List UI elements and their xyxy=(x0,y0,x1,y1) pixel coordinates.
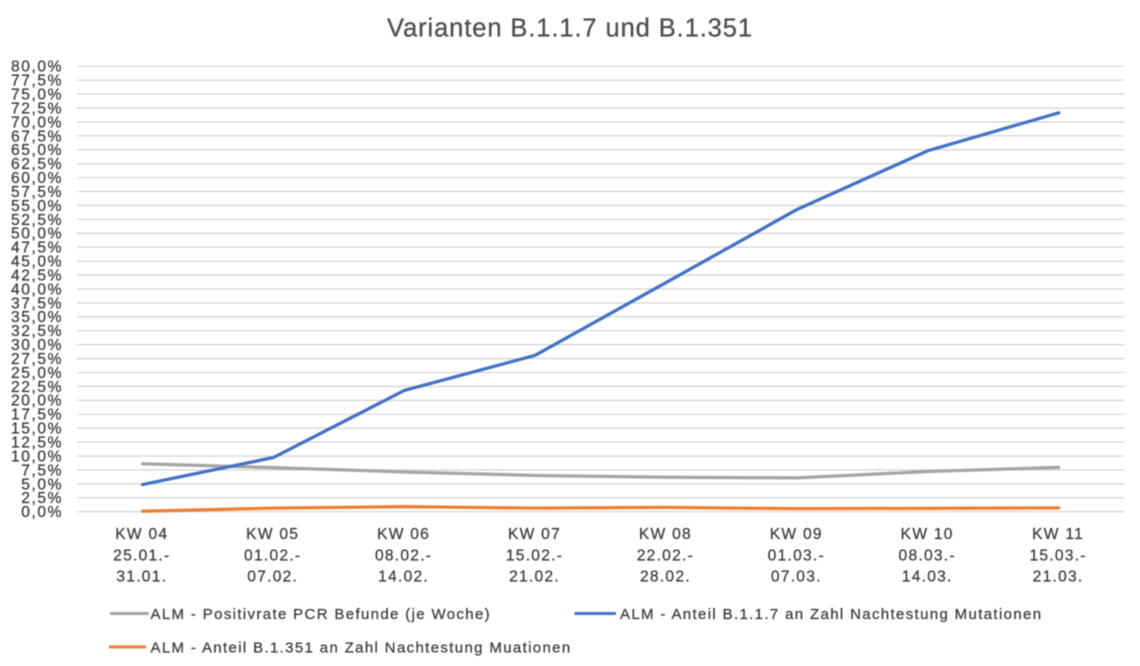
svg-text:22.02.-: 22.02.- xyxy=(637,547,694,564)
svg-text:21.02.: 21.02. xyxy=(509,568,560,585)
svg-text:7,5%: 7,5% xyxy=(21,462,63,479)
svg-text:0,0%: 0,0% xyxy=(21,504,63,521)
svg-text:50,0%: 50,0% xyxy=(11,226,63,243)
svg-text:55,0%: 55,0% xyxy=(11,198,63,215)
svg-text:ALM - Anteil B.1.351 an Zahl N: ALM - Anteil B.1.351 an Zahl Nachtestung… xyxy=(151,639,572,656)
svg-text:15,0%: 15,0% xyxy=(11,421,63,438)
svg-text:12,5%: 12,5% xyxy=(11,435,63,452)
svg-text:20,0%: 20,0% xyxy=(11,393,63,410)
svg-text:32,5%: 32,5% xyxy=(11,323,63,340)
svg-text:60,0%: 60,0% xyxy=(11,170,63,187)
svg-text:08.03.-: 08.03.- xyxy=(899,547,956,564)
svg-text:15.02.-: 15.02.- xyxy=(506,547,563,564)
svg-text:KW 09: KW 09 xyxy=(770,526,823,543)
svg-text:15.03.-: 15.03.- xyxy=(1029,547,1086,564)
svg-text:72,5%: 72,5% xyxy=(11,100,63,117)
svg-text:Varianten B.1.1.7 und B.1.351: Varianten B.1.1.7 und B.1.351 xyxy=(387,15,753,43)
svg-text:67,5%: 67,5% xyxy=(11,128,63,145)
svg-text:75,0%: 75,0% xyxy=(11,87,63,104)
svg-text:2,5%: 2,5% xyxy=(21,490,63,507)
svg-text:65,0%: 65,0% xyxy=(11,142,63,159)
svg-text:80,0%: 80,0% xyxy=(11,59,63,76)
svg-text:07.03.: 07.03. xyxy=(771,568,822,585)
svg-text:25.01.-: 25.01.- xyxy=(113,547,170,564)
svg-text:21.03.: 21.03. xyxy=(1033,568,1084,585)
svg-text:01.03.-: 01.03.- xyxy=(768,547,825,564)
svg-text:KW 06: KW 06 xyxy=(377,526,430,543)
svg-text:37,5%: 37,5% xyxy=(11,295,63,312)
svg-text:KW 04: KW 04 xyxy=(115,526,168,543)
svg-text:62,5%: 62,5% xyxy=(11,156,63,173)
svg-text:KW 10: KW 10 xyxy=(901,526,954,543)
svg-text:27,5%: 27,5% xyxy=(11,351,63,368)
svg-text:57,5%: 57,5% xyxy=(11,184,63,201)
svg-text:ALM - Anteil B.1.1.7 an Zahl N: ALM - Anteil B.1.1.7 an Zahl Nachtestung… xyxy=(620,606,1042,623)
svg-text:42,5%: 42,5% xyxy=(11,267,63,284)
svg-text:31.01.: 31.01. xyxy=(116,568,167,585)
svg-text:47,5%: 47,5% xyxy=(11,240,63,257)
svg-text:08.02.-: 08.02.- xyxy=(375,547,432,564)
svg-text:01.02.-: 01.02.- xyxy=(244,547,301,564)
svg-text:40,0%: 40,0% xyxy=(11,281,63,298)
svg-text:17,5%: 17,5% xyxy=(11,407,63,424)
svg-text:07.02.: 07.02. xyxy=(247,568,298,585)
svg-text:70,0%: 70,0% xyxy=(11,114,63,131)
svg-text:30,0%: 30,0% xyxy=(11,337,63,354)
svg-text:52,5%: 52,5% xyxy=(11,212,63,229)
svg-text:45,0%: 45,0% xyxy=(11,254,63,271)
svg-text:77,5%: 77,5% xyxy=(11,73,63,90)
svg-text:KW 05: KW 05 xyxy=(246,526,299,543)
svg-text:14.02.: 14.02. xyxy=(378,568,429,585)
svg-text:25,0%: 25,0% xyxy=(11,365,63,382)
svg-text:14.03.: 14.03. xyxy=(902,568,953,585)
svg-text:22,5%: 22,5% xyxy=(11,379,63,396)
svg-text:KW 07: KW 07 xyxy=(508,526,561,543)
svg-text:28.02.: 28.02. xyxy=(640,568,691,585)
svg-text:KW 11: KW 11 xyxy=(1032,526,1084,543)
svg-text:KW 08: KW 08 xyxy=(639,526,692,543)
svg-text:ALM - Positivrate PCR Befunde: ALM - Positivrate PCR Befunde (je Woche) xyxy=(151,606,492,623)
svg-text:5,0%: 5,0% xyxy=(21,476,63,493)
svg-text:35,0%: 35,0% xyxy=(11,309,63,326)
svg-text:10,0%: 10,0% xyxy=(11,448,63,465)
